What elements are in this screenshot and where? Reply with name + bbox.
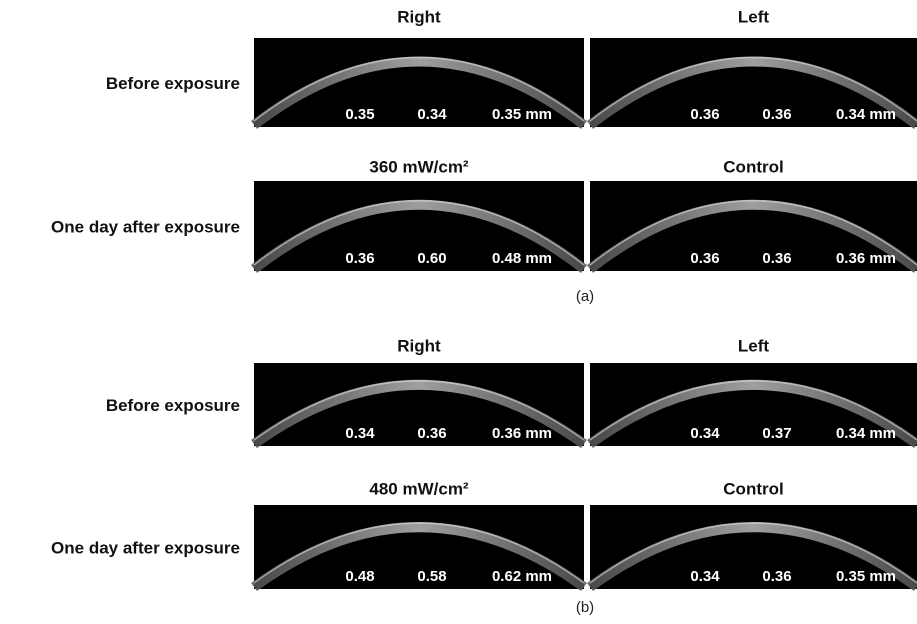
row-label: Before exposure — [106, 74, 240, 93]
thickness-label: 0.36 — [345, 250, 374, 267]
thickness-label: 0.34 — [690, 425, 720, 442]
thickness-label: 0.35 mm — [836, 568, 896, 585]
thickness-label: 0.36 — [762, 568, 791, 585]
row-label: One day after exposure — [51, 538, 240, 557]
thickness-label: 0.36 mm — [492, 425, 552, 442]
image-title: Right — [397, 336, 441, 355]
thickness-label: 0.36 mm — [836, 250, 896, 267]
thickness-label: 0.36 — [690, 106, 719, 123]
thickness-label: 0.36 — [417, 425, 446, 442]
thickness-label: 0.35 mm — [492, 106, 552, 123]
thickness-label: 0.34 mm — [836, 425, 896, 442]
image-title: 360 mW/cm² — [369, 157, 469, 176]
thickness-label: 0.34 — [345, 425, 375, 442]
thickness-label: 0.48 mm — [492, 250, 552, 267]
image-title: Control — [723, 479, 783, 498]
image-title: Left — [738, 336, 770, 355]
image-title: Left — [738, 7, 770, 26]
thickness-label: 0.34 mm — [836, 106, 896, 123]
thickness-label: 0.37 — [762, 425, 791, 442]
thickness-label: 0.34 — [417, 106, 447, 123]
panel-label: (a) — [576, 288, 594, 305]
thickness-label: 0.62 mm — [492, 568, 552, 585]
image-title: Right — [397, 7, 441, 26]
row-label: One day after exposure — [51, 217, 240, 236]
page: Before exposure Right 0.35 0.34 0.35 mm Left 0… — [0, 0, 917, 624]
row-label: Before exposure — [106, 396, 240, 415]
image-title: Control — [723, 157, 783, 176]
thickness-label: 0.58 — [417, 568, 446, 585]
thickness-label: 0.36 — [690, 250, 719, 267]
thickness-label: 0.60 — [417, 250, 446, 267]
thickness-label: 0.35 — [345, 106, 374, 123]
thickness-label: 0.48 — [345, 568, 374, 585]
panel-label: (b) — [576, 599, 594, 616]
thickness-label: 0.36 — [762, 106, 791, 123]
thickness-label: 0.34 — [690, 568, 720, 585]
figure: Before exposure Right 0.35 0.34 0.35 mm Left 0… — [0, 0, 917, 624]
image-title: 480 mW/cm² — [369, 479, 469, 498]
thickness-label: 0.36 — [762, 250, 791, 267]
